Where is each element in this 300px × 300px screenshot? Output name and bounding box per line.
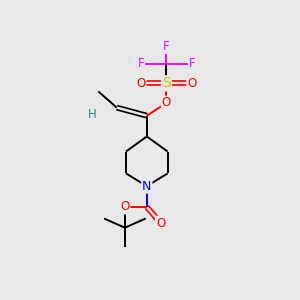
- Text: F: F: [138, 57, 144, 70]
- Text: N: N: [142, 180, 152, 193]
- Text: O: O: [120, 200, 130, 213]
- Text: S: S: [162, 76, 171, 90]
- Text: F: F: [189, 57, 195, 70]
- Text: F: F: [163, 40, 170, 53]
- Text: O: O: [156, 217, 165, 230]
- Text: H: H: [88, 108, 97, 121]
- Text: H: H: [88, 108, 97, 121]
- Text: O: O: [162, 97, 171, 110]
- Text: O: O: [136, 77, 146, 90]
- Text: O: O: [187, 77, 196, 90]
